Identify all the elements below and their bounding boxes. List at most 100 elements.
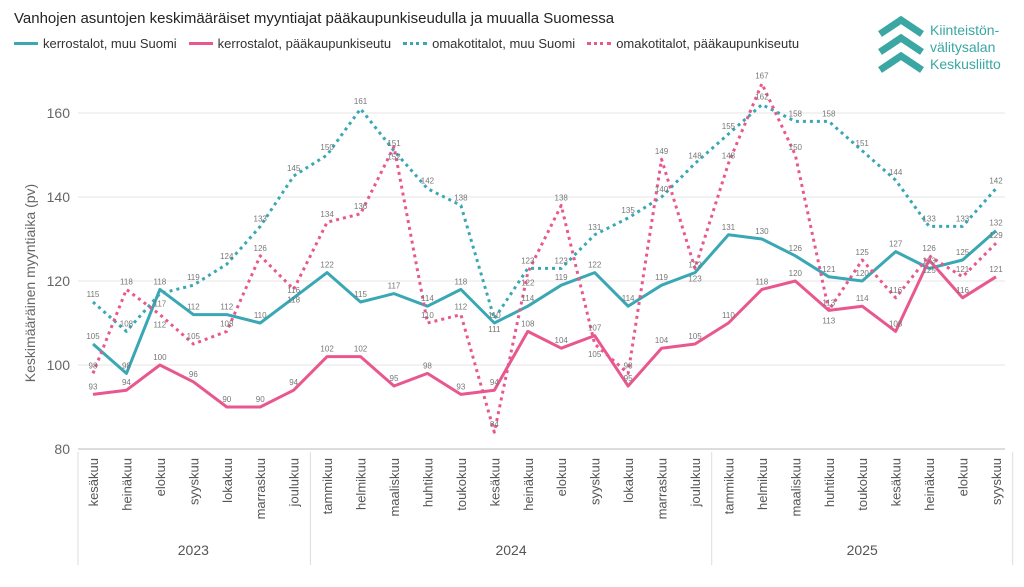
data-label: 112 xyxy=(154,321,167,330)
x-tick-label: elokuu xyxy=(153,458,168,496)
data-label: 93 xyxy=(89,382,98,391)
data-label: 158 xyxy=(822,109,836,118)
data-label: 138 xyxy=(454,193,468,202)
data-label: 108 xyxy=(889,319,903,328)
x-tick-label: heinäkuu xyxy=(521,458,536,511)
x-tick-label: toukokuu xyxy=(855,458,870,511)
data-label: 125 xyxy=(922,266,936,275)
data-label: 131 xyxy=(722,223,736,232)
legend-item[interactable]: kerrostalot, pääkaupunkiseutu xyxy=(188,36,391,51)
data-label: 118 xyxy=(455,277,468,286)
legend-item[interactable]: omakotitalot, muu Suomi xyxy=(403,36,575,51)
data-label: 121 xyxy=(822,265,836,274)
legend: kerrostalot, muu Suomi kerrostalot, pääka… xyxy=(14,36,799,51)
data-label: 116 xyxy=(287,286,300,295)
data-label: 110 xyxy=(488,311,501,320)
chart-title: Vanhojen asuntojen keskimääräiset myynti… xyxy=(14,10,615,27)
data-label: 150 xyxy=(320,143,334,152)
data-label: 93 xyxy=(456,382,465,391)
data-label: 118 xyxy=(756,277,769,286)
data-label: 133 xyxy=(254,214,268,223)
data-label: 126 xyxy=(254,244,268,253)
data-label: 96 xyxy=(189,370,198,379)
data-label: 123 xyxy=(555,256,569,265)
data-label: 108 xyxy=(220,319,234,328)
legend-item[interactable]: omakotitalot, pääkaupunkiseutu xyxy=(587,36,799,51)
data-label: 122 xyxy=(588,261,602,270)
data-label: 119 xyxy=(655,273,668,282)
legend-swatch xyxy=(587,42,612,45)
x-tick-label: lokakuu xyxy=(621,458,636,503)
data-label: 121 xyxy=(989,265,1003,274)
data-label: 149 xyxy=(655,147,669,156)
x-tick-label: tammikuu xyxy=(721,458,736,514)
data-label: 133 xyxy=(956,214,970,223)
data-label: 151 xyxy=(856,139,870,148)
x-tick-label: heinäkuu xyxy=(119,458,134,511)
year-label: 2025 xyxy=(847,542,878,558)
data-label: 114 xyxy=(521,294,534,303)
x-tick-label: marraskuu xyxy=(253,458,268,519)
data-label: 126 xyxy=(789,244,803,253)
x-tick-label: kesäkuu xyxy=(889,458,904,506)
x-tick-label: joulukuu xyxy=(688,458,703,507)
data-label: 100 xyxy=(153,353,167,362)
data-label: 125 xyxy=(956,248,970,257)
data-label: 113 xyxy=(822,298,835,307)
data-label: 95 xyxy=(624,374,633,383)
data-label: 119 xyxy=(555,273,568,282)
data-label: 118 xyxy=(154,277,167,286)
data-label: 115 xyxy=(87,290,100,299)
x-tick-label: heinäkuu xyxy=(922,458,937,511)
data-label: 122 xyxy=(521,279,535,288)
data-label: 116 xyxy=(956,286,969,295)
data-label: 105 xyxy=(588,350,602,359)
data-label: 118 xyxy=(287,295,300,304)
data-label: 123 xyxy=(521,256,535,265)
data-label: 140 xyxy=(655,185,669,194)
data-label: 118 xyxy=(120,277,133,286)
data-label: 148 xyxy=(722,151,736,160)
x-tick-label: tammikuu xyxy=(320,458,335,514)
data-label: 115 xyxy=(354,290,367,299)
data-label: 94 xyxy=(122,378,131,387)
data-label: 119 xyxy=(187,273,200,282)
data-label: 129 xyxy=(989,231,1003,240)
data-label: 110 xyxy=(722,311,735,320)
data-label: 148 xyxy=(688,151,702,160)
legend-label: kerrostalot, muu Suomi xyxy=(43,36,177,51)
data-label: 84 xyxy=(490,420,499,429)
data-label: 133 xyxy=(922,214,936,223)
data-label: 151 xyxy=(387,139,401,148)
logo-line: Keskusliitto xyxy=(930,56,1001,72)
data-label: 90 xyxy=(222,395,231,404)
data-label: 104 xyxy=(655,336,669,345)
x-tick-label: syyskuu xyxy=(588,458,603,505)
data-label: 122 xyxy=(688,261,702,270)
data-label: 112 xyxy=(187,303,200,312)
x-tick-label: helmikuu xyxy=(755,458,770,510)
logo-line: Kiinteistön- xyxy=(930,22,1000,38)
x-tick-label: elokuu xyxy=(554,458,569,496)
data-label: 130 xyxy=(755,227,769,236)
legend-label: omakotitalot, muu Suomi xyxy=(432,36,576,51)
data-label: 102 xyxy=(354,345,368,354)
data-label: 138 xyxy=(555,193,569,202)
data-label: 114 xyxy=(421,294,434,303)
data-label: 125 xyxy=(856,248,870,257)
data-label: 145 xyxy=(287,164,301,173)
legend-swatch xyxy=(403,42,428,45)
data-label: 110 xyxy=(421,311,434,320)
year-label: 2024 xyxy=(495,542,526,558)
data-label: 112 xyxy=(220,303,233,312)
data-label: 161 xyxy=(354,97,368,106)
data-label: 121 xyxy=(956,265,970,274)
y-tick-label: 160 xyxy=(47,105,71,121)
x-tick-label: marraskuu xyxy=(655,458,670,519)
data-label: 120 xyxy=(856,269,870,278)
data-label: 142 xyxy=(421,177,435,186)
legend-item[interactable]: kerrostalot, muu Suomi xyxy=(14,36,177,51)
data-label: 102 xyxy=(320,345,334,354)
logo-chevrons-icon xyxy=(878,16,924,73)
